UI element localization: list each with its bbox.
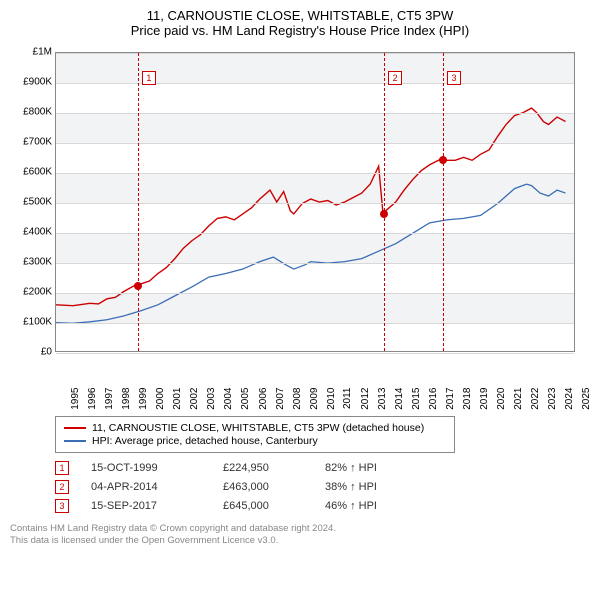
x-tick-label: 2024 (564, 388, 575, 410)
footnote: Contains HM Land Registry data © Crown c… (10, 523, 590, 548)
x-tick-label: 2000 (155, 388, 166, 410)
y-tick-label: £600K (23, 167, 52, 178)
event-date: 15-OCT-1999 (91, 462, 201, 474)
event-pct: 38% ↑ HPI (325, 481, 425, 493)
marker-label-box: 2 (388, 71, 402, 85)
event-index-box: 1 (55, 461, 69, 475)
footnote-line: This data is licensed under the Open Gov… (10, 535, 590, 547)
y-tick-label: £200K (23, 287, 52, 298)
marker-line (384, 53, 385, 351)
gridline (56, 83, 574, 84)
event-date: 04-APR-2014 (91, 481, 201, 493)
legend-label: HPI: Average price, detached house, Cant… (92, 435, 318, 447)
x-tick-label: 2010 (325, 388, 336, 410)
x-tick-label: 2009 (308, 388, 319, 410)
gridline (56, 323, 574, 324)
legend-item: HPI: Average price, detached house, Cant… (64, 435, 446, 447)
gridline (56, 263, 574, 264)
gridline (56, 293, 574, 294)
gridline (56, 173, 574, 174)
x-tick-label: 2025 (581, 388, 592, 410)
event-index-box: 2 (55, 480, 69, 494)
marker-dot (134, 282, 142, 290)
x-tick-label: 2001 (172, 388, 183, 410)
marker-line (138, 53, 139, 351)
legend-label: 11, CARNOUSTIE CLOSE, WHITSTABLE, CT5 3P… (92, 422, 424, 434)
x-tick-label: 2015 (411, 388, 422, 410)
x-tick-label: 2013 (377, 388, 388, 410)
x-tick-label: 2002 (189, 388, 200, 410)
marker-label-box: 3 (447, 71, 461, 85)
y-tick-label: £300K (23, 257, 52, 268)
y-tick-label: £700K (23, 137, 52, 148)
event-index-box: 3 (55, 499, 69, 513)
x-tick-label: 2016 (428, 388, 439, 410)
x-tick-label: 2007 (274, 388, 285, 410)
x-tick-label: 2023 (547, 388, 558, 410)
event-row: 2 04-APR-2014 £463,000 38% ↑ HPI (55, 480, 590, 494)
x-tick-label: 2020 (496, 388, 507, 410)
x-tick-label: 2006 (257, 388, 268, 410)
y-tick-label: £100K (23, 317, 52, 328)
x-tick-label: 2011 (342, 388, 353, 410)
marker-line (443, 53, 444, 351)
x-tick-label: 2021 (513, 388, 524, 410)
gridline (56, 203, 574, 204)
line-canvas (56, 53, 574, 351)
x-tick-label: 2017 (445, 388, 456, 410)
event-price: £645,000 (223, 500, 303, 512)
gridline (56, 143, 574, 144)
x-tick-label: 1999 (138, 388, 149, 410)
x-tick-label: 1995 (70, 388, 81, 410)
x-tick-label: 2019 (479, 388, 490, 410)
legend-swatch (64, 440, 86, 442)
legend: 11, CARNOUSTIE CLOSE, WHITSTABLE, CT5 3P… (55, 416, 455, 453)
event-pct: 82% ↑ HPI (325, 462, 425, 474)
chart-area: 1 2 3 £0 £100K £200K £300K £400K £500K £600K £700… (10, 44, 590, 414)
event-table: 1 15-OCT-1999 £224,950 82% ↑ HPI 2 04-APR-201… (55, 461, 590, 513)
x-tick-label: 2012 (360, 388, 371, 410)
x-tick-label: 1998 (121, 388, 132, 410)
y-tick-label: £400K (23, 227, 52, 238)
legend-item: 11, CARNOUSTIE CLOSE, WHITSTABLE, CT5 3P… (64, 422, 446, 434)
x-tick-label: 2003 (206, 388, 217, 410)
x-tick-label: 2022 (530, 388, 541, 410)
series-line (56, 108, 566, 306)
x-tick-label: 2018 (462, 388, 473, 410)
series-line (56, 184, 566, 323)
event-row: 3 15-SEP-2017 £645,000 46% ↑ HPI (55, 499, 590, 513)
event-date: 15-SEP-2017 (91, 500, 201, 512)
x-tick-label: 2004 (223, 388, 234, 410)
gridline (56, 233, 574, 234)
event-pct: 46% ↑ HPI (325, 500, 425, 512)
gridline (56, 353, 574, 354)
marker-dot (380, 210, 388, 218)
x-tick-label: 2014 (394, 388, 405, 410)
x-tick-label: 1997 (104, 388, 115, 410)
y-tick-label: £800K (23, 107, 52, 118)
gridline (56, 113, 574, 114)
chart-title: 11, CARNOUSTIE CLOSE, WHITSTABLE, CT5 3P… (10, 8, 590, 23)
event-price: £463,000 (223, 481, 303, 493)
y-tick-label: £0 (41, 347, 52, 358)
x-tick-label: 2008 (291, 388, 302, 410)
marker-label-box: 1 (142, 71, 156, 85)
footnote-line: Contains HM Land Registry data © Crown c… (10, 523, 590, 535)
y-tick-label: £1M (33, 47, 52, 58)
x-tick-label: 1996 (87, 388, 98, 410)
plot-region: 1 2 3 (55, 52, 575, 352)
legend-swatch (64, 427, 86, 429)
x-tick-label: 2005 (240, 388, 251, 410)
y-tick-label: £500K (23, 197, 52, 208)
event-price: £224,950 (223, 462, 303, 474)
marker-dot (439, 156, 447, 164)
gridline (56, 53, 574, 54)
chart-subtitle: Price paid vs. HM Land Registry's House … (10, 23, 590, 38)
event-row: 1 15-OCT-1999 £224,950 82% ↑ HPI (55, 461, 590, 475)
y-tick-label: £900K (23, 77, 52, 88)
